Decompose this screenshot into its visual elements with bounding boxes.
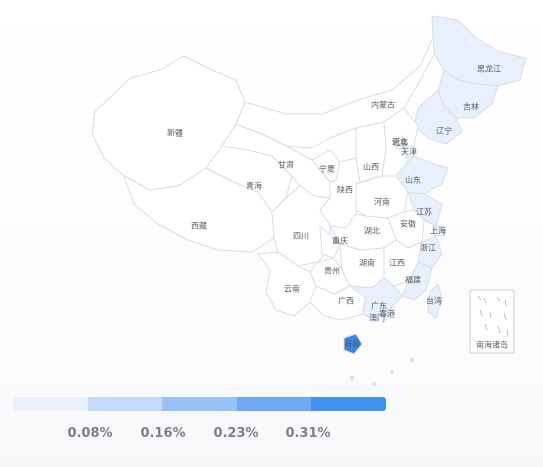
province-label-xianggang: 香港 <box>379 309 395 319</box>
province-label-hubei: 湖北 <box>364 227 380 236</box>
province-label-ningxia: 宁夏 <box>319 164 335 174</box>
legend-tick-labels: 0.08% 0.16% 0.23% 0.31% <box>0 426 543 442</box>
province-beijing[interactable] <box>391 135 407 151</box>
legend-swatch-2[interactable] <box>162 397 237 411</box>
province-label-xinjiang: 新疆 <box>167 128 183 138</box>
province-neimenggu[interactable] <box>235 17 445 149</box>
legend-swatch-3[interactable] <box>236 397 312 411</box>
province-liaoning[interactable] <box>413 89 463 145</box>
legend-tick-label: 0.16% <box>140 426 186 441</box>
color-legend <box>13 397 386 411</box>
province-label-jiangsu: 江苏 <box>416 207 432 217</box>
province-label-guizhou: 贵州 <box>324 266 340 276</box>
legend-tick-label: 0.08% <box>67 426 113 441</box>
inset-label: 南海诸岛 <box>476 340 508 350</box>
legend-gradient-bar <box>13 397 386 411</box>
province-label-guangdong: 广东 <box>371 301 387 311</box>
province-label-jilin: 吉林 <box>463 102 479 112</box>
province-guangdong[interactable] <box>349 277 403 319</box>
legend-tick-label: 0.31% <box>285 426 331 441</box>
province-label-fujian: 福建 <box>405 275 421 285</box>
province-label-hainan: 海南 <box>344 339 360 349</box>
province-label-sichuan: 四川 <box>293 232 309 241</box>
province-label-hunan: 湖南 <box>359 258 375 268</box>
province-label-jiangxi: 江西 <box>389 259 405 268</box>
province-xianggang[interactable] <box>381 309 389 317</box>
south-china-sea-dashes <box>477 295 509 338</box>
province-label-taiwan: 台湾 <box>426 296 442 306</box>
province-label-guangxi: 广西 <box>338 296 354 306</box>
province-label-henan: 河南 <box>374 197 390 207</box>
province-label-qinghai: 青海 <box>246 181 262 191</box>
province-label-anhui: 安徽 <box>400 219 416 229</box>
province-label-shanxi: 山西 <box>363 162 379 172</box>
province-label-yunnan: 云南 <box>284 284 300 294</box>
province-label-aomen: 澳门 <box>369 313 385 323</box>
province-label-shanghai: 上海 <box>430 226 446 236</box>
province-label-xizang: 西藏 <box>191 221 207 231</box>
province-label-shaanxi: 陕西 <box>337 185 353 195</box>
south-china-sea-inset: 南海诸岛 <box>469 289 515 354</box>
province-label-gansu: 甘肃 <box>278 160 294 170</box>
province-heilongjiang[interactable] <box>431 15 527 87</box>
province-shanxi[interactable] <box>355 121 387 183</box>
small-islands <box>349 358 414 386</box>
legend-tick-label: 0.23% <box>213 426 259 441</box>
province-shanghai[interactable] <box>433 225 445 237</box>
legend-swatch-4[interactable] <box>311 397 386 411</box>
province-label-beijing: 北京 <box>392 138 408 148</box>
province-label-neimenggu: 内蒙古 <box>371 100 395 110</box>
province-label-hebei: 河北 <box>392 137 408 147</box>
legend-swatch-1[interactable] <box>87 397 163 411</box>
province-label-liaoning: 辽宁 <box>436 126 452 136</box>
province-taiwan[interactable] <box>427 283 443 319</box>
province-label-tianjin: 天津 <box>401 147 417 157</box>
province-label-shandong: 山东 <box>405 175 421 185</box>
province-label-heilongjiang: 黑龙江 <box>477 64 501 74</box>
province-aomen[interactable] <box>373 313 380 321</box>
province-hainan[interactable] <box>343 333 363 355</box>
province-label-chongqing: 重庆 <box>332 236 348 246</box>
province-label-zhejiang: 浙江 <box>420 243 436 253</box>
legend-swatch-0[interactable] <box>13 397 88 411</box>
